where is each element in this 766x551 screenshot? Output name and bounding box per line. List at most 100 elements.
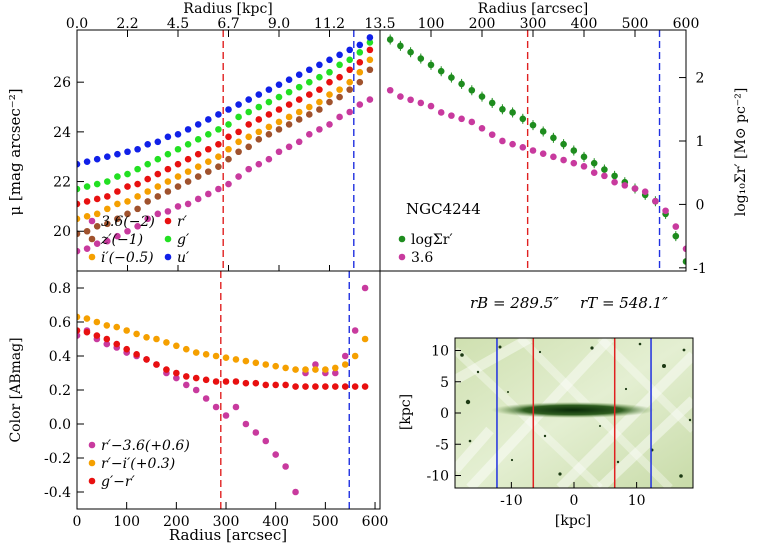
legend-density: logΣr′ 3.6 (398, 232, 453, 266)
data-point (194, 195, 202, 203)
data-point (245, 96, 252, 103)
legend-label: logΣr′ (411, 232, 453, 248)
data-point (113, 340, 121, 348)
image-y-tick-label: -10 (426, 469, 449, 485)
data-point (225, 180, 232, 188)
star (460, 353, 464, 357)
data-point (83, 198, 91, 205)
legend-bands: 3.6(−2) r′ z′(−1) g′ i′(−0.5) u′ (88, 214, 190, 266)
data-point (114, 188, 121, 195)
data-point (134, 145, 141, 153)
data-point (265, 86, 273, 93)
legend-colors: r′−3.6(+0.6) r′−i′(+0.3) g′−r′ (88, 438, 190, 490)
data-point (316, 126, 323, 133)
y-tick-label: 0.4 (49, 349, 71, 365)
data-point (366, 66, 374, 74)
data-point (336, 93, 343, 101)
series-5 (77, 34, 374, 168)
data-point (192, 374, 200, 382)
data-point (202, 395, 210, 402)
star (688, 418, 692, 422)
data-point (154, 138, 162, 146)
data-point (285, 143, 293, 151)
data-point (306, 66, 313, 74)
data-point (262, 361, 270, 368)
data-point (306, 131, 313, 138)
data-point (336, 51, 343, 59)
top-tick-label: 300 (520, 16, 547, 32)
data-point (225, 145, 232, 153)
data-point (295, 71, 303, 79)
y-axis-title-color: Color [ABmag] (8, 337, 24, 442)
data-point (245, 165, 252, 173)
data-point (265, 123, 273, 131)
top-tick-label: 0.0 (66, 16, 88, 32)
data-point (282, 463, 289, 470)
data-point (235, 138, 242, 146)
data-point (184, 200, 192, 208)
legend-marker (88, 217, 96, 225)
data-point (232, 356, 240, 363)
data-point (265, 111, 273, 118)
data-point (672, 223, 680, 230)
panel-color-profile: -0.4 -0.2 0.0 0.2 0.4 0.6 0.8 0 100 200 300 400 500 6… (8, 270, 388, 544)
data-point (104, 153, 111, 161)
y-tick-label: 0.8 (49, 281, 71, 297)
image-x-title: [kpc] (555, 513, 591, 529)
data-point (114, 232, 121, 240)
image-y-tick-label: 5 (440, 375, 449, 391)
object-label: NGC4244 (406, 200, 481, 218)
panel-c-vlines (220, 271, 350, 509)
data-point (83, 328, 91, 336)
data-point (366, 34, 374, 41)
series-2 (77, 56, 374, 223)
data-point (255, 136, 263, 143)
legend-marker (88, 253, 96, 261)
data-point (164, 208, 172, 215)
data-point (194, 121, 202, 128)
data-point (103, 340, 111, 348)
panel-b-vlines (526, 30, 661, 271)
data-point (346, 46, 354, 54)
data-point (93, 195, 101, 203)
data-point (222, 412, 230, 419)
data-point (133, 330, 140, 338)
x-tick-label: 500 (312, 514, 339, 530)
data-point (194, 150, 202, 158)
star (682, 348, 686, 352)
panel-b-axes: -1 0 1 2 100 200 300 400 500 600 (379, 16, 707, 277)
y-tick-label: 0.0 (49, 417, 71, 433)
data-point (104, 205, 111, 213)
data-point (103, 322, 111, 329)
data-point (255, 116, 263, 123)
data-point (285, 121, 293, 128)
data-point (83, 158, 91, 165)
series-1 (77, 313, 369, 373)
data-point (316, 98, 323, 106)
data-point (336, 113, 343, 121)
data-point (302, 366, 309, 373)
data-point (437, 109, 445, 116)
data-point (326, 56, 333, 64)
x-tick-label: 0 (73, 514, 82, 530)
data-point (550, 153, 557, 161)
data-point (285, 113, 293, 121)
data-point (174, 145, 182, 153)
data-point (336, 61, 343, 69)
data-point (252, 359, 260, 367)
data-point (143, 334, 150, 341)
image-x-tick-label: -10 (500, 493, 523, 509)
panel-a-vlines (222, 30, 355, 271)
data-point (580, 163, 588, 170)
data-point (215, 126, 222, 133)
data-point (83, 183, 91, 190)
data-point (114, 173, 121, 180)
legend-label: i′(−0.5) (101, 250, 154, 266)
data-point (184, 178, 192, 185)
data-point (245, 121, 252, 128)
right-axis-title-sigma: log₁₀Σr′ [M⊙ pc⁻²] (733, 88, 749, 217)
top-tick-label: 9.0 (268, 16, 290, 32)
legend-marker (88, 441, 96, 449)
star (616, 460, 620, 464)
